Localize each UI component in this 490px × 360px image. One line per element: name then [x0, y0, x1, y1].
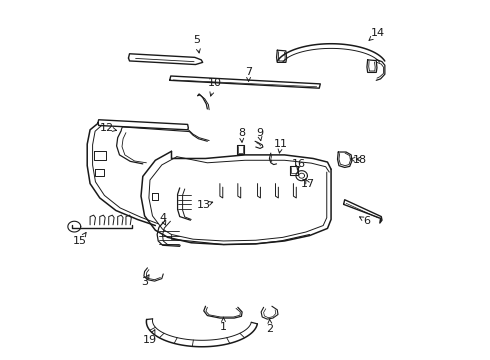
Text: 11: 11 — [274, 139, 288, 149]
Text: 19: 19 — [143, 334, 157, 345]
Text: 5: 5 — [193, 35, 200, 45]
Text: 7: 7 — [245, 67, 252, 77]
Text: 17: 17 — [301, 179, 315, 189]
Text: 2: 2 — [267, 324, 274, 334]
Text: 4: 4 — [159, 213, 166, 222]
Text: 8: 8 — [238, 129, 245, 138]
Text: 18: 18 — [353, 155, 367, 165]
Text: 15: 15 — [73, 236, 87, 246]
Text: 13: 13 — [197, 200, 211, 210]
Text: 1: 1 — [220, 322, 227, 332]
Text: 12: 12 — [100, 123, 114, 133]
Text: 6: 6 — [364, 216, 370, 226]
Text: 3: 3 — [141, 277, 148, 287]
Text: 14: 14 — [370, 28, 385, 38]
Text: 9: 9 — [256, 129, 263, 138]
Text: 16: 16 — [292, 159, 306, 169]
Text: 10: 10 — [208, 78, 221, 88]
